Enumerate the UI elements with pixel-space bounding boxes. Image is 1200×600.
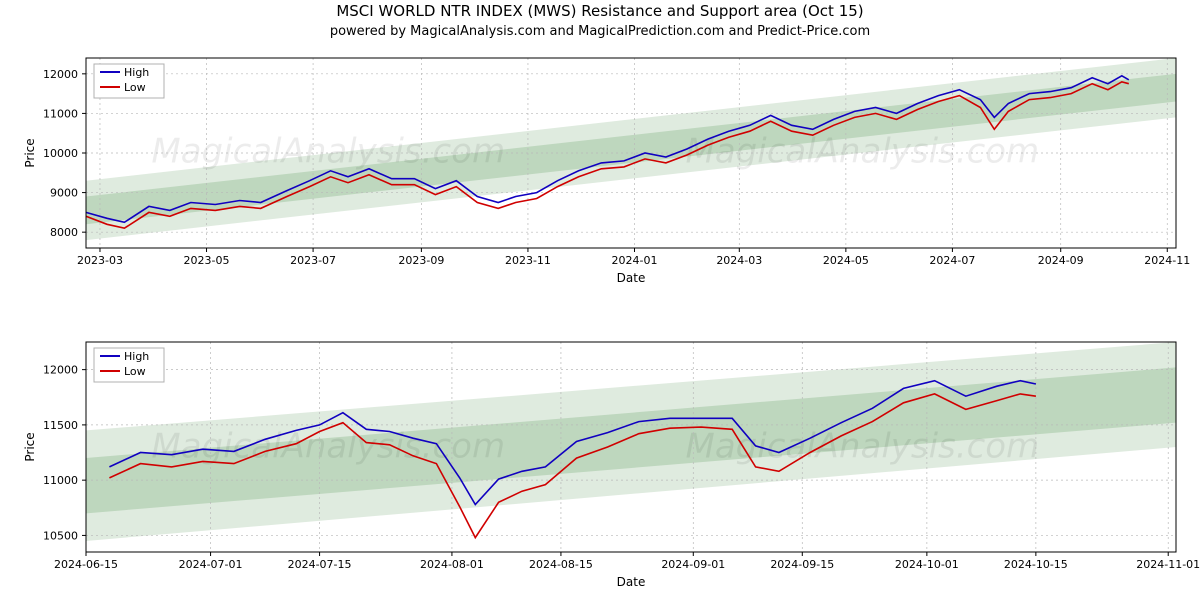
top-panel-watermark: MagicalAnalysis.com <box>151 132 505 172</box>
top-panel-xtick-label: 2024-01 <box>612 254 658 267</box>
bottom-panel-watermark: MagicalAnalysis.com <box>686 427 1040 467</box>
top-panel-xtick-label: 2023-09 <box>398 254 444 267</box>
bottom-panel-xtick-label: 2024-07-15 <box>288 558 352 571</box>
bottom-panel-xtick-label: 2024-08-01 <box>420 558 484 571</box>
top-panel-xtick-label: 2024-09 <box>1038 254 1084 267</box>
top-panel-xtick-label: 2024-07 <box>929 254 975 267</box>
top-panel-ytick-label: 10000 <box>43 147 78 160</box>
top-panel-xtick-label: 2024-03 <box>716 254 762 267</box>
bottom-panel-legend-label: Low <box>124 365 146 378</box>
bottom-panel-xtick-label: 2024-09-15 <box>770 558 834 571</box>
top-panel-xtick-label: 2023-07 <box>290 254 336 267</box>
bottom-panel-ylabel: Price <box>23 432 37 461</box>
top-panel-xtick-label: 2023-11 <box>505 254 551 267</box>
bottom-panel-ytick-label: 10500 <box>43 529 78 542</box>
top-panel-legend-label: Low <box>124 81 146 94</box>
bottom-panel-xtick-label: 2024-09-01 <box>661 558 725 571</box>
bottom-panel-xtick-label: 2024-10-01 <box>895 558 959 571</box>
bottom-panel-xtick-label: 2024-11-01 <box>1136 558 1200 571</box>
top-panel-ytick-label: 12000 <box>43 68 78 81</box>
top-panel-xtick-label: 2024-11 <box>1144 254 1190 267</box>
bottom-panel-ytick-label: 11000 <box>43 474 78 487</box>
bottom-panel-legend-label: High <box>124 350 149 363</box>
bottom-panel-xtick-label: 2024-06-15 <box>54 558 118 571</box>
top-panel-ytick-label: 11000 <box>43 107 78 120</box>
top-panel-ytick-label: 9000 <box>50 187 78 200</box>
chart-svg: MagicalAnalysis.com MagicalAnalysis.com 80… <box>0 0 1200 600</box>
top-panel-xtick-label: 2023-05 <box>184 254 230 267</box>
top-panel-ytick-label: 8000 <box>50 226 78 239</box>
bottom-panel-xlabel: Date <box>617 575 646 589</box>
top-panel-legend-label: High <box>124 66 149 79</box>
top-panel-xtick-label: 2024-05 <box>823 254 869 267</box>
chart-main-title: MSCI WORLD NTR INDEX (MWS) Resistance an… <box>0 2 1200 20</box>
bottom-panel-xtick-label: 2024-07-01 <box>179 558 243 571</box>
bottom-panel-xtick-label: 2024-08-15 <box>529 558 593 571</box>
top-panel-watermark: MagicalAnalysis.com <box>686 132 1040 172</box>
top-panel-xtick-label: 2023-03 <box>77 254 123 267</box>
top-panel-xlabel: Date <box>617 271 646 285</box>
bottom-panel-ytick-label: 12000 <box>43 364 78 377</box>
top-panel-ylabel: Price <box>23 138 37 167</box>
bottom-panel-xtick-label: 2024-10-15 <box>1004 558 1068 571</box>
chart-sub-title: powered by MagicalAnalysis.com and Magic… <box>0 24 1200 39</box>
bottom-panel-ytick-label: 11500 <box>43 419 78 432</box>
